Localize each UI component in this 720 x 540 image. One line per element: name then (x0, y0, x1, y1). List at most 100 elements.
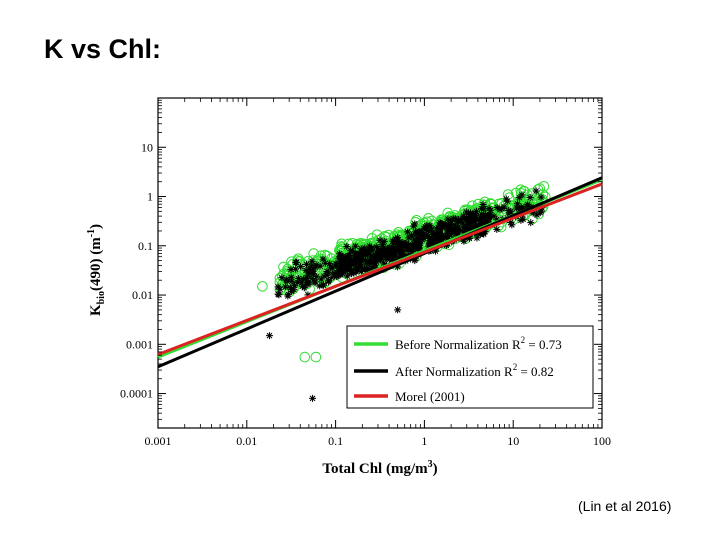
point-after-normalization (304, 278, 312, 286)
point-after-normalization (287, 273, 295, 281)
point-after-normalization (507, 207, 515, 215)
point-after-normalization (330, 269, 338, 277)
fit-line (157, 176, 603, 369)
point-after-normalization (366, 265, 374, 273)
point-after-normalization (302, 260, 310, 268)
point-after-normalization (411, 257, 419, 265)
point-after-normalization (455, 216, 463, 224)
point-after-normalization (478, 210, 486, 218)
y-tick-label: 10 (141, 140, 153, 154)
point-after-normalization (379, 241, 387, 249)
point-after-normalization (342, 252, 350, 260)
point-after-normalization (392, 240, 400, 248)
point-after-normalization (515, 194, 523, 202)
point-after-normalization (319, 281, 327, 289)
point-after-normalization (514, 200, 522, 208)
scatter-cloud (257, 180, 551, 402)
point-after-normalization (381, 247, 389, 255)
point-after-normalization (351, 253, 359, 261)
point-after-normalization (460, 237, 468, 245)
point-after-normalization (282, 276, 290, 284)
point-after-normalization (357, 245, 365, 253)
point-after-normalization (517, 216, 525, 224)
point-after-normalization (274, 283, 282, 291)
point-after-normalization (391, 235, 399, 243)
point-after-normalization (305, 268, 313, 276)
point-after-normalization (449, 215, 457, 223)
point-after-normalization (532, 187, 540, 195)
point-after-normalization (417, 230, 425, 238)
point-after-normalization (278, 274, 286, 282)
point-after-normalization (524, 201, 532, 209)
point-after-normalization (367, 244, 375, 252)
point-after-normalization (402, 252, 410, 260)
point-after-normalization (410, 240, 418, 248)
point-after-normalization (459, 219, 467, 227)
point-after-normalization (444, 215, 452, 223)
y-axis-title: Kbio(490) (m-1) (86, 224, 107, 316)
legend-label-morel: Morel (2001) (395, 389, 465, 404)
point-after-normalization (405, 234, 413, 242)
point-after-normalization (387, 249, 395, 257)
point-after-normalization (426, 222, 434, 230)
point-before-normalization (519, 186, 530, 197)
point-after-normalization (336, 270, 344, 278)
point-after-normalization (356, 258, 364, 266)
point-after-normalization (320, 272, 328, 280)
point-after-normalization (484, 218, 492, 226)
point-after-normalization (376, 256, 384, 264)
point-after-normalization (421, 223, 429, 231)
point-after-normalization (373, 258, 381, 266)
point-after-normalization (412, 237, 420, 245)
point-after-normalization (426, 234, 434, 242)
point-after-normalization (444, 228, 452, 236)
point-after-normalization (265, 332, 273, 340)
point-after-normalization (537, 193, 545, 201)
point-after-normalization (459, 227, 467, 235)
point-after-normalization (412, 255, 420, 263)
point-after-normalization (465, 234, 473, 242)
point-after-normalization (477, 221, 485, 229)
point-after-normalization (420, 232, 428, 240)
point-after-normalization (462, 208, 470, 216)
citation: (Lin et al 2016) (578, 498, 672, 514)
point-after-normalization (472, 207, 480, 215)
point-after-normalization (459, 214, 467, 222)
y-tick-label: 0.1 (138, 239, 153, 253)
point-after-normalization (348, 270, 356, 278)
point-after-normalization (472, 215, 480, 223)
point-after-normalization (292, 258, 300, 266)
point-after-normalization (473, 230, 481, 238)
point-after-normalization (294, 279, 302, 287)
point-after-normalization (343, 272, 351, 280)
point-after-normalization (507, 218, 515, 226)
point-after-normalization (526, 194, 534, 202)
point-after-normalization (484, 215, 492, 223)
point-after-normalization (493, 215, 501, 223)
point-after-normalization (410, 222, 418, 230)
x-tick-label: 0.01 (236, 434, 257, 448)
point-after-normalization (434, 238, 442, 246)
point-after-normalization (333, 273, 341, 281)
point-after-normalization (288, 277, 296, 285)
point-after-normalization (519, 215, 527, 223)
point-after-normalization (515, 206, 523, 214)
point-after-normalization (380, 237, 388, 245)
point-after-normalization (467, 214, 475, 222)
point-after-normalization (328, 264, 336, 272)
point-after-normalization (415, 247, 423, 255)
point-after-normalization (345, 260, 353, 268)
point-after-normalization (287, 266, 295, 274)
x-axis-title: Total Chl (mg/m3) (322, 459, 437, 477)
point-after-normalization (374, 251, 382, 259)
point-after-normalization (414, 239, 422, 247)
point-after-normalization (299, 275, 307, 283)
point-after-normalization (363, 267, 371, 275)
point-after-normalization (470, 210, 478, 218)
point-after-normalization (311, 263, 319, 271)
point-after-normalization (432, 247, 440, 255)
point-after-normalization (396, 243, 404, 251)
point-after-normalization (372, 243, 380, 251)
point-after-normalization (426, 240, 434, 248)
